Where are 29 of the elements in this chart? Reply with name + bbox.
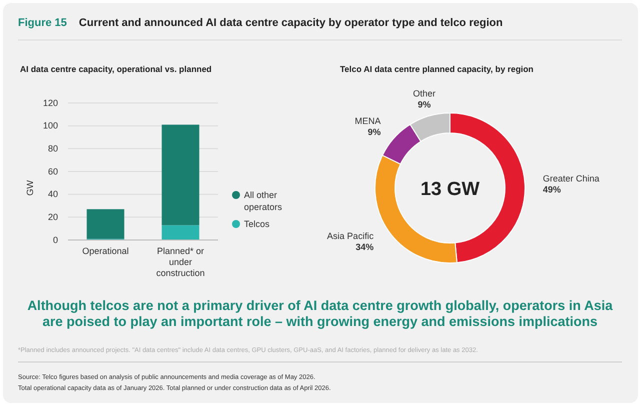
y-axis-title: GW	[25, 180, 35, 196]
data-label: 49%	[542, 184, 561, 195]
data-label: 9%	[368, 126, 381, 137]
slice-label: Other	[413, 88, 436, 99]
bar	[162, 225, 200, 240]
y-tick-label: 0	[52, 234, 58, 245]
y-tick-label: 80	[48, 144, 58, 154]
x-tick-label: Planned* or under construction	[156, 246, 205, 278]
text: 13 GW	[420, 179, 480, 200]
legend-label: All other operators	[244, 190, 283, 212]
caption: Figure 15	[18, 17, 67, 29]
slice-label: Asia Pacific	[327, 231, 374, 242]
y-tick-label: 100	[42, 120, 58, 131]
chart-title: Telco AI data centre planned capacity, by region	[340, 64, 534, 74]
slice-label: Greater China	[542, 174, 600, 184]
chart-title: AI data centre capacity, operational vs. planned	[20, 64, 212, 74]
data-label: 9%	[418, 100, 431, 110]
x-tick-label: Operational	[82, 246, 129, 256]
bar	[86, 209, 124, 239]
slice-label: MENA	[354, 116, 381, 126]
y-tick-label: 120	[42, 98, 58, 108]
y-tick-label: 40	[48, 189, 58, 200]
text: Although telcos are not a primary driver of AI data centre growth globally, operators in Asia are poised to play an important role – with growing energy and emissions implications	[27, 298, 614, 329]
data-label: 34%	[356, 242, 374, 252]
y-tick-label: 60	[48, 166, 58, 176]
text: Current and announced AI data centre capacity by operator type and telco region	[78, 17, 503, 29]
y-tick-label: 20	[48, 212, 58, 222]
bar	[162, 124, 200, 226]
legend-label: Telcos	[244, 219, 270, 229]
